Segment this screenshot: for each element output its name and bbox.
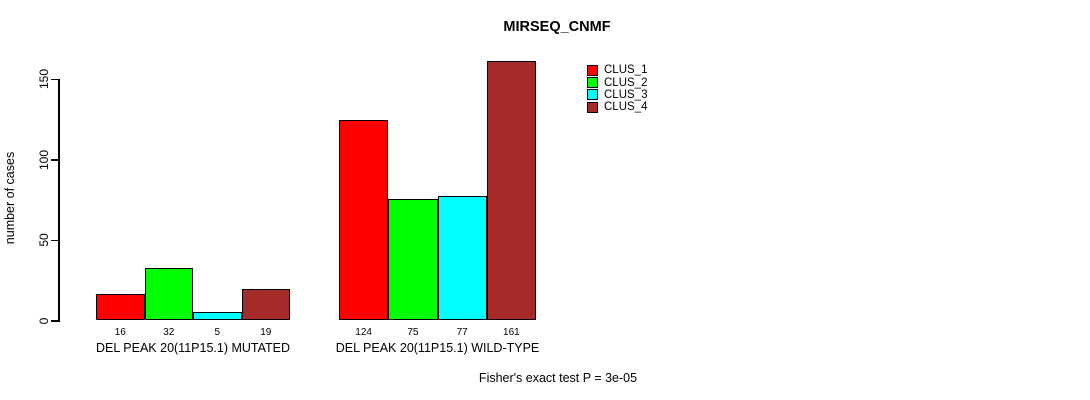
y-tick xyxy=(51,159,58,161)
legend: CLUS_1 CLUS_2 CLUS_3 CLUS_4 xyxy=(587,64,647,114)
legend-item-clus_3: CLUS_3 xyxy=(587,89,647,101)
y-tick-label: 100 xyxy=(37,149,51,170)
y-tick-label: 50 xyxy=(37,233,51,247)
bar-value-label: 32 xyxy=(163,327,175,338)
group-label: DEL PEAK 20(11P15.1) MUTATED xyxy=(95,341,291,355)
annotation-text: Fisher's exact test P = 3e-05 xyxy=(478,371,638,385)
legend-swatch-icon xyxy=(587,89,598,101)
legend-swatch-icon xyxy=(587,64,598,76)
bar-clus_1-group2 xyxy=(339,120,389,320)
y-tick xyxy=(51,239,58,241)
legend-swatch-icon xyxy=(587,77,598,89)
bar-value-label: 16 xyxy=(114,327,126,338)
bar-clus_4-group1 xyxy=(241,289,290,320)
bar-clus_1-group1 xyxy=(96,294,145,320)
bar-clus_2-group2 xyxy=(388,199,438,320)
y-tick xyxy=(51,78,58,80)
bar-clus_2-group1 xyxy=(144,268,193,320)
group-label: DEL PEAK 20(11P15.1) WILD-TYPE xyxy=(335,341,540,355)
bar-value-label: 161 xyxy=(503,327,520,338)
bar-clus_3-group1 xyxy=(193,311,242,320)
bar-clus_4-group2 xyxy=(486,60,536,320)
legend-label: CLUS_1 xyxy=(604,64,648,77)
bar-value-label: 19 xyxy=(260,327,272,338)
legend-label: CLUS_3 xyxy=(604,88,648,101)
bar-value-label: 75 xyxy=(407,327,419,338)
bar-value-label: 124 xyxy=(355,327,372,338)
y-axis-line xyxy=(58,78,60,322)
legend-item-clus_2: CLUS_2 xyxy=(587,76,648,89)
legend-label: CLUS_2 xyxy=(604,76,648,89)
y-axis-label: number of cases xyxy=(3,151,17,245)
legend-item-clus_4: CLUS_4 xyxy=(587,101,647,113)
legend-swatch-icon xyxy=(587,101,598,113)
bar-clus_3-group2 xyxy=(437,196,487,320)
chart-title: MIRSEQ_CNMF xyxy=(503,19,611,35)
legend-label: CLUS_4 xyxy=(604,101,648,114)
bar-value-label: 77 xyxy=(456,327,468,338)
y-tick xyxy=(51,320,58,322)
legend-item-clus_1: CLUS_1 xyxy=(587,64,647,76)
y-tick-label: 0 xyxy=(37,317,51,324)
bar-value-label: 5 xyxy=(214,327,221,338)
y-tick-label: 150 xyxy=(37,68,51,90)
